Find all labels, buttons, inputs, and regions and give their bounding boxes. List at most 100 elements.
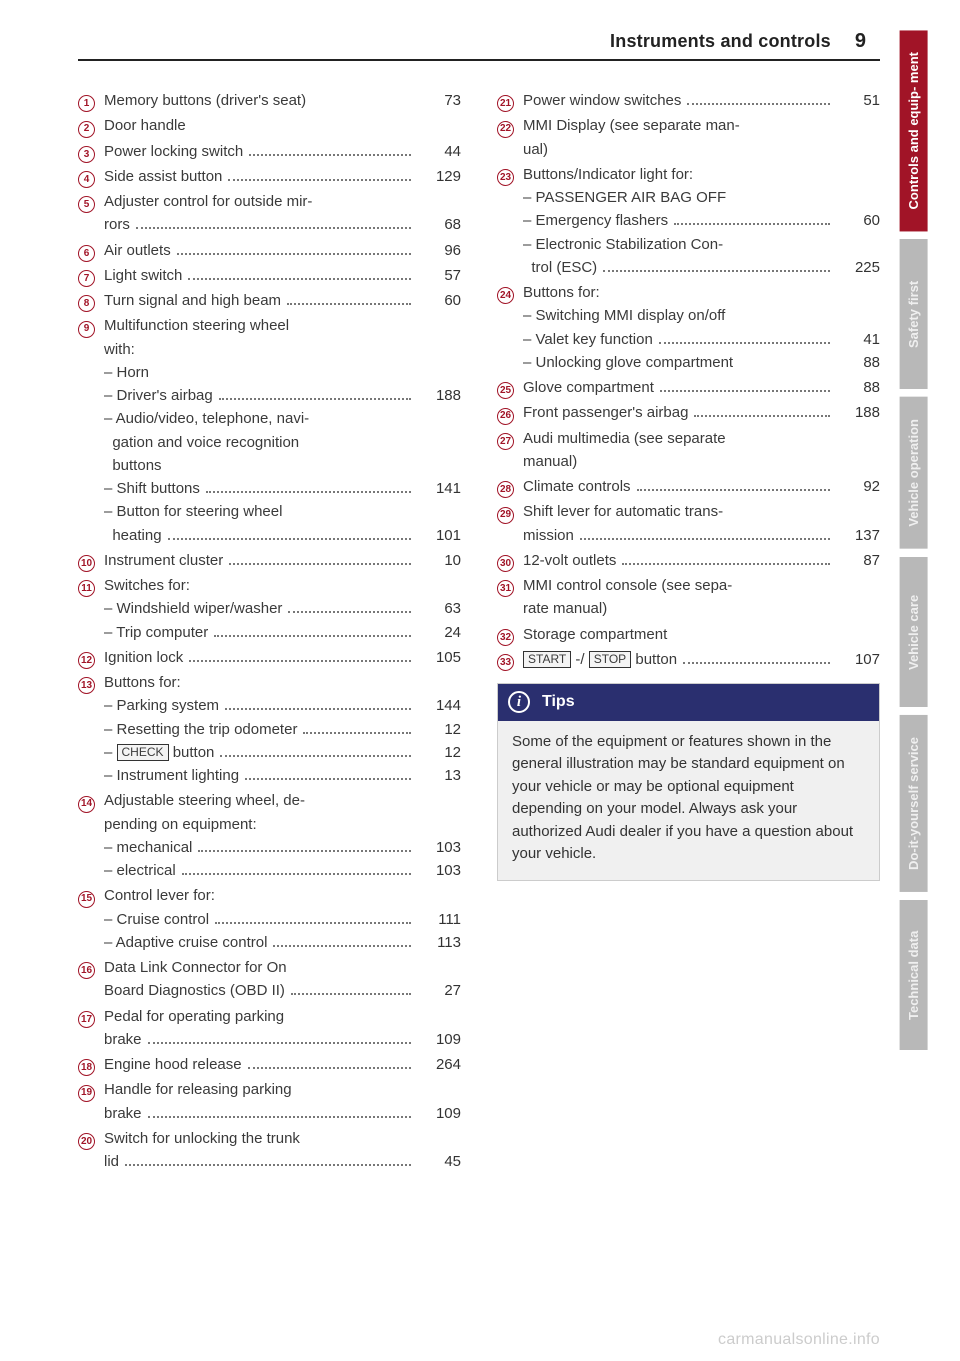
leader-dots (303, 723, 411, 734)
page-ref: 87 (836, 549, 880, 572)
page-ref: 144 (417, 694, 461, 717)
side-tab[interactable]: Technical data (900, 900, 928, 1050)
circled-number-icon: 24 (497, 287, 514, 304)
entry-line: Buttons for: (523, 281, 880, 304)
side-tab[interactable]: Controls and equip- ment (900, 30, 928, 231)
entry-body: Air outlets96 (104, 239, 461, 262)
entry-label: Light switch (104, 264, 182, 287)
entry-line: Multifunction steering wheel (104, 314, 461, 337)
entry-label: – PASSENGER AIR BAG OFF (523, 186, 726, 209)
entry-line: – PASSENGER AIR BAG OFF (523, 186, 880, 209)
entry-label: Glove compartment (523, 376, 654, 399)
tips-body: Some of the equipment or features shown … (498, 721, 879, 880)
entry-line: Memory buttons (driver's seat)73 (104, 89, 461, 112)
circled-number-icon: 16 (78, 962, 95, 979)
leader-dots (182, 865, 411, 876)
list-entry: 29Shift lever for automatic trans-missio… (497, 500, 880, 547)
list-entry: 10Instrument cluster10 (78, 549, 461, 572)
page: Instruments and controls 9 1Memory butto… (0, 0, 880, 1361)
entry-line: – Adaptive cruise control113 (104, 931, 461, 954)
entry-line: – Horn (104, 361, 461, 384)
entry-line: – electrical103 (104, 859, 461, 882)
entry-body: Memory buttons (driver's seat)73 (104, 89, 461, 112)
entry-body: Light switch 57 (104, 264, 461, 287)
page-ref: 57 (417, 264, 461, 287)
header-title: Instruments and controls (610, 31, 831, 52)
entry-line: Glove compartment88 (523, 376, 880, 399)
entry-marker: 4 (78, 166, 104, 186)
list-entry: 22MMI Display (see separate man-ual) (497, 114, 880, 161)
circled-number-icon: 25 (497, 382, 514, 399)
page-ref: 101 (417, 524, 461, 547)
entry-label: Ignition lock (104, 646, 183, 669)
leader-dots (674, 215, 830, 226)
entry-body: Ignition lock105 (104, 646, 461, 669)
leader-dots (189, 651, 411, 662)
page-ref: 103 (417, 859, 461, 882)
tips-header: i Tips (498, 684, 879, 721)
entry-body: MMI Display (see separate man-ual) (523, 114, 880, 161)
circled-number-icon: 21 (497, 95, 514, 112)
entry-body: Instrument cluster10 (104, 549, 461, 572)
page-ref: 141 (417, 477, 461, 500)
entry-label: Engine hood release (104, 1053, 242, 1076)
page-ref: 41 (836, 328, 880, 351)
entry-marker: 23 (497, 164, 523, 184)
circled-number-icon: 32 (497, 629, 514, 646)
left-column: 1Memory buttons (driver's seat)732Door h… (78, 89, 461, 1175)
entry-marker: 17 (78, 1006, 104, 1026)
content-columns: 1Memory buttons (driver's seat)732Door h… (78, 89, 880, 1175)
entry-line: with: (104, 338, 461, 361)
entry-label: – Electronic Stabilization Con- (523, 233, 723, 256)
list-entry: 1Memory buttons (driver's seat)73 (78, 89, 461, 112)
entry-label: – Windshield wiper/washer (104, 597, 282, 620)
entry-line: rors68 (104, 213, 461, 236)
entry-body: Engine hood release264 (104, 1053, 461, 1076)
entry-label: manual) (523, 450, 577, 473)
entry-marker: 6 (78, 240, 104, 260)
leader-dots (637, 481, 830, 492)
entry-line: Turn signal and high beam 60 (104, 289, 461, 312)
entry-body: Storage compartment (523, 623, 880, 646)
entry-marker: 5 (78, 191, 104, 211)
entry-marker: 20 (78, 1128, 104, 1148)
watermark: carmanualsonline.info (718, 1331, 880, 1349)
entry-line: – Unlocking glove compartment88 (523, 351, 880, 374)
entry-line: trol (ESC)225 (523, 256, 880, 279)
entry-line: Pedal for operating parking (104, 1005, 461, 1028)
page-ref: 60 (417, 289, 461, 312)
list-entry: 2Door handle (78, 114, 461, 137)
entry-label: MMI control console (see sepa- (523, 574, 732, 597)
entry-marker: 29 (497, 501, 523, 521)
circled-number-icon: 17 (78, 1011, 95, 1028)
circled-number-icon: 26 (497, 408, 514, 425)
entry-line: Engine hood release264 (104, 1053, 461, 1076)
side-tab[interactable]: Vehicle care (900, 557, 928, 707)
side-tab[interactable]: Vehicle operation (900, 397, 928, 549)
entry-label: Power window switches (523, 89, 681, 112)
list-entry: 25 Glove compartment88 (497, 376, 880, 399)
list-entry: 12Ignition lock105 (78, 646, 461, 669)
entry-line: Board Diagnostics (OBD II)27 (104, 979, 461, 1002)
page-ref: 60 (836, 209, 880, 232)
leader-dots (694, 407, 830, 418)
side-tab[interactable]: Do-it-yourself service (900, 715, 928, 892)
page-ref: 113 (417, 931, 461, 954)
entry-body: Turn signal and high beam 60 (104, 289, 461, 312)
circled-number-icon: 18 (78, 1059, 95, 1076)
entry-line: buttons (104, 454, 461, 477)
entry-line: Adjuster control for outside mir- (104, 190, 461, 213)
entry-label: Switches for: (104, 574, 190, 597)
circled-number-icon: 3 (78, 146, 95, 163)
side-tab[interactable]: Safety first (900, 239, 928, 389)
entry-body: Adjustable steering wheel, de-pending on… (104, 789, 461, 882)
page-ref: 96 (417, 239, 461, 262)
entry-label: buttons (104, 454, 162, 477)
list-entry: 21Power window switches51 (497, 89, 880, 112)
leader-dots (214, 626, 411, 637)
entry-line: – Switching MMI display on/off (523, 304, 880, 327)
entry-line: Shift lever for automatic trans- (523, 500, 880, 523)
leader-dots (198, 841, 411, 852)
entry-line: Buttons/Indicator light for: (523, 163, 880, 186)
entry-label: Turn signal and high beam (104, 289, 281, 312)
